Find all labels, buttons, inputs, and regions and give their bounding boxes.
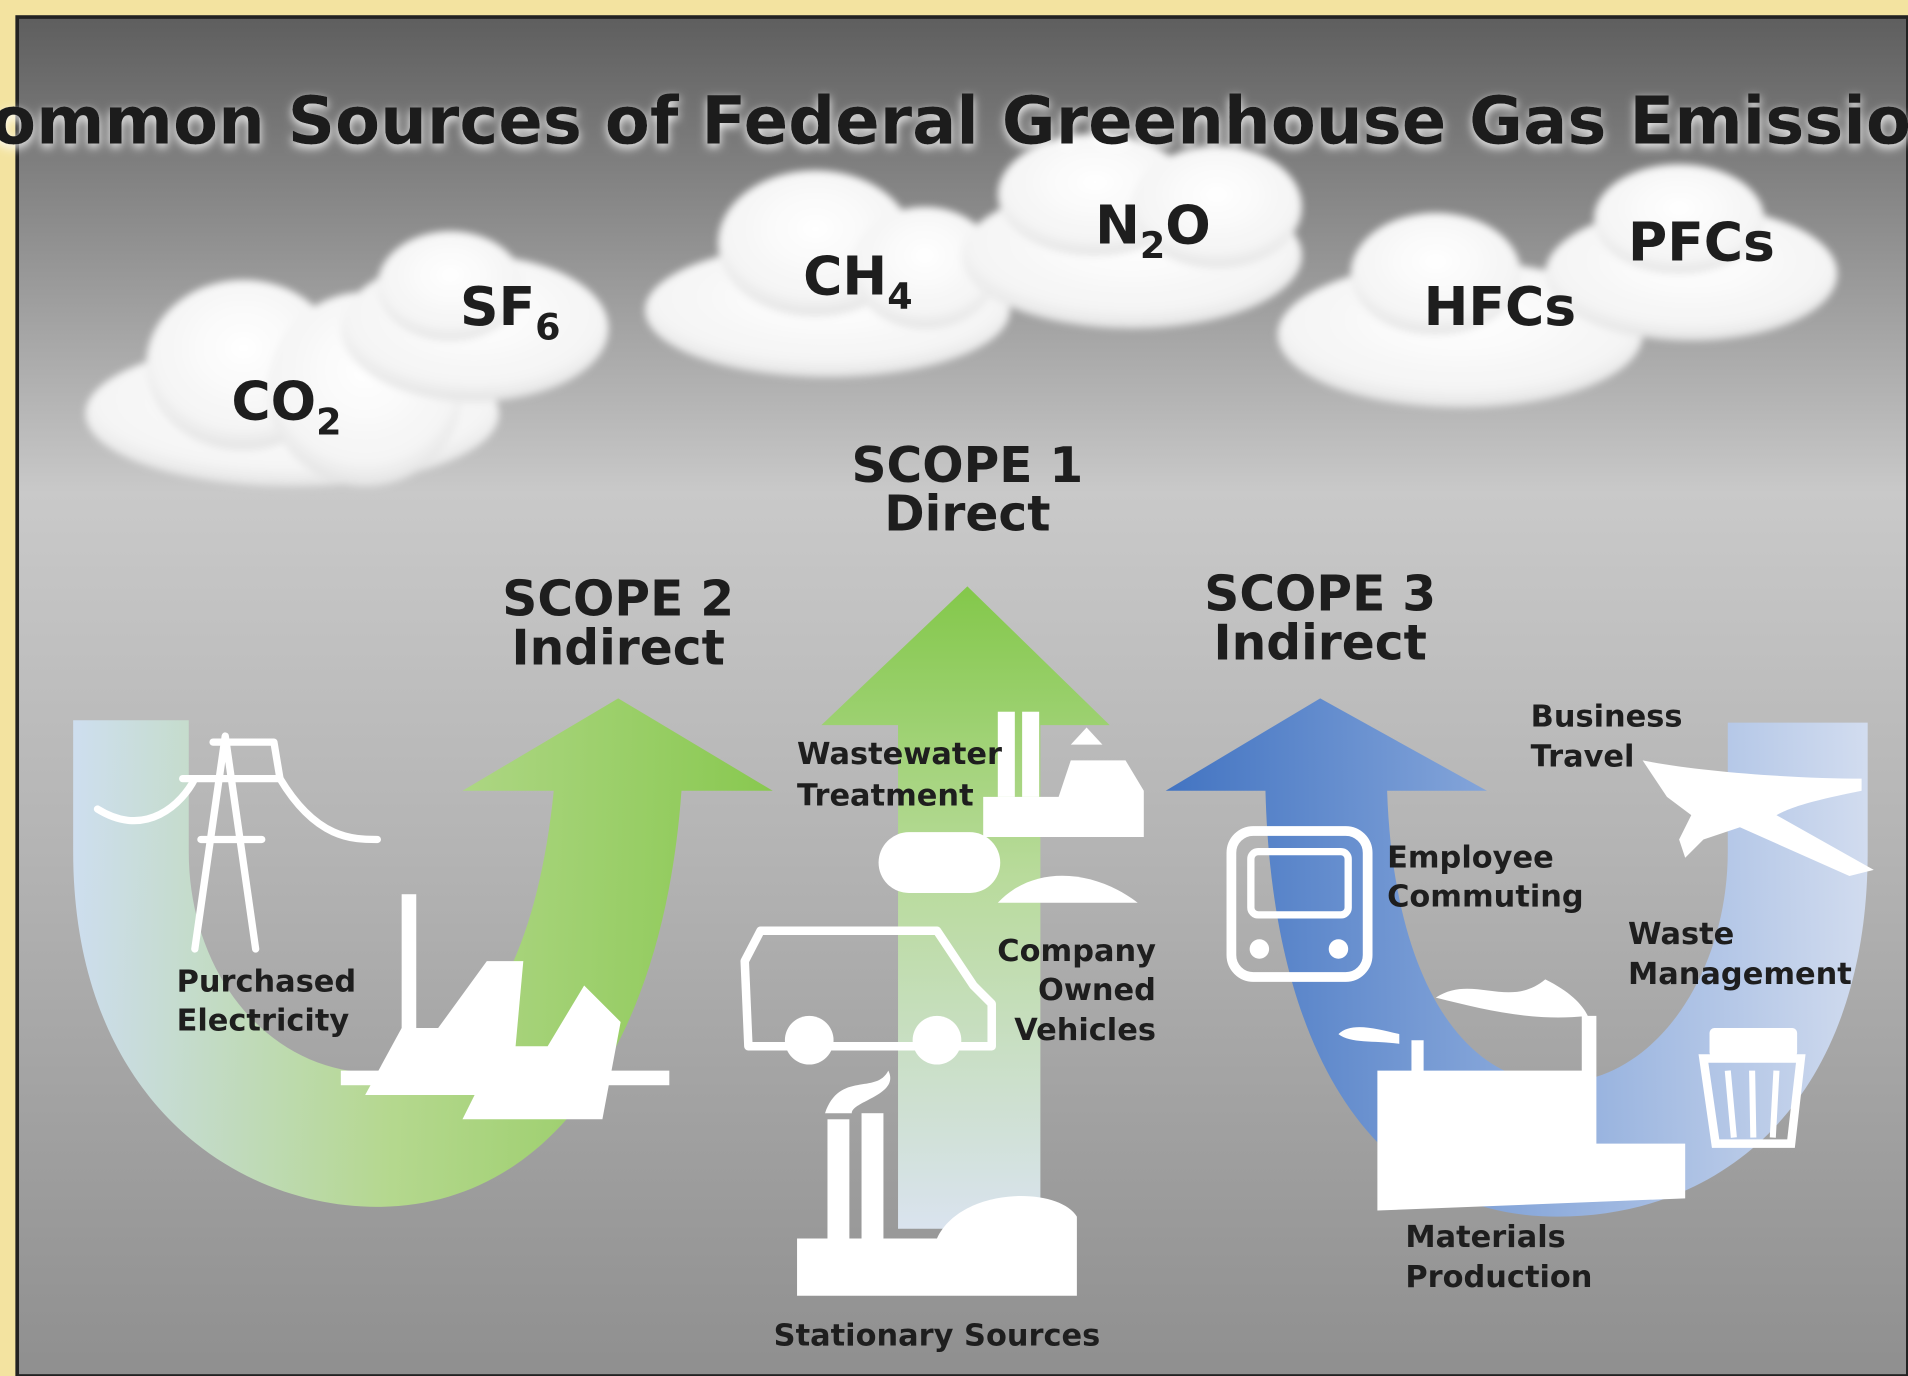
source-label: Commuting xyxy=(1387,879,1584,914)
gas-subscript: 2 xyxy=(1140,224,1165,267)
source-label: Company xyxy=(997,934,1156,969)
scope-kind: Indirect xyxy=(1214,615,1427,671)
infographic: Common Sources of Federal Greenhouse Gas… xyxy=(0,0,1908,1376)
source-label: Vehicles xyxy=(1014,1013,1156,1048)
source-label: Business xyxy=(1531,699,1683,734)
source-label: Stationary Sources xyxy=(774,1319,1101,1354)
scope-kind: Indirect xyxy=(512,620,725,676)
scope-name: SCOPE 1 xyxy=(851,438,1083,494)
scope-name: SCOPE 3 xyxy=(1204,567,1436,623)
source-label: Wastewater xyxy=(797,737,1002,772)
gas-formula: O xyxy=(1165,193,1211,256)
gas-formula: N xyxy=(1095,193,1140,256)
source-label: Waste xyxy=(1628,917,1734,952)
gas-subscript: 2 xyxy=(316,400,341,443)
source-label: Employee xyxy=(1387,840,1554,875)
source-label: Travel xyxy=(1531,739,1635,774)
source-label: Owned xyxy=(1038,973,1156,1008)
title: Common Sources of Federal Greenhouse Gas… xyxy=(0,84,1908,160)
page: {"title": "Common Sources of Federal Gre… xyxy=(0,0,1908,1376)
source-label: Purchased xyxy=(177,965,357,1000)
source-label: Electricity xyxy=(177,1003,350,1038)
scope-kind: Direct xyxy=(884,486,1050,542)
gas-formula: SF xyxy=(460,275,535,338)
source-label: Materials xyxy=(1405,1220,1565,1255)
source-label: Management xyxy=(1628,957,1852,992)
gas-subscript: 6 xyxy=(535,305,560,348)
gas-label: PFCs xyxy=(1628,210,1775,273)
gas-formula: CH xyxy=(803,244,887,307)
scope-name: SCOPE 2 xyxy=(502,572,734,628)
source-label: Treatment xyxy=(797,778,974,813)
gas-label: HFCs xyxy=(1424,275,1576,338)
source-label: Production xyxy=(1405,1260,1592,1295)
gas-formula: CO xyxy=(231,370,316,433)
gas-subscript: 4 xyxy=(887,275,912,318)
